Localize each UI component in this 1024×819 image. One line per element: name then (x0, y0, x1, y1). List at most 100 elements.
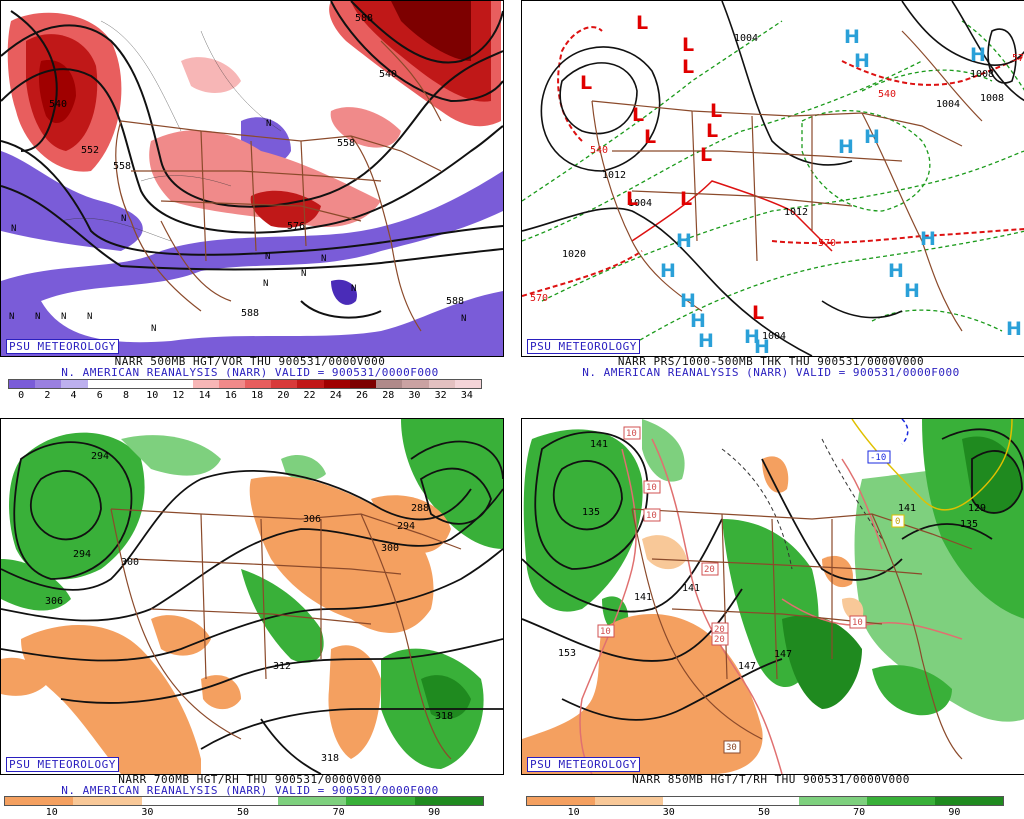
svg-text:N: N (265, 252, 270, 262)
svg-text:20: 20 (714, 625, 725, 635)
svg-text:129: 129 (968, 503, 986, 514)
svg-text:306: 306 (303, 514, 321, 525)
svg-text:1004: 1004 (936, 99, 960, 110)
colorbar-tick-label: 20 (277, 390, 290, 401)
colorbar-tick-label: 50 (757, 807, 771, 818)
svg-text:N: N (321, 254, 326, 264)
contour-label: 558 (337, 138, 355, 149)
colorbar-tick-label: 22 (303, 390, 316, 401)
colorbar-segment (731, 797, 799, 805)
svg-text:L: L (682, 34, 694, 56)
height-contours-700 (1, 440, 503, 774)
colorbar-tick-label: 2 (44, 390, 51, 401)
svg-text:1012: 1012 (784, 207, 808, 218)
caption-narr-valid: N. AMERICAN REANALYSIS (NARR) VALID = 90… (61, 784, 439, 797)
svg-text:N: N (9, 312, 14, 322)
colorbar-tick-label: 90 (948, 807, 961, 818)
svg-text:H: H (754, 336, 770, 356)
colorbar-tick-label: 8 (122, 390, 130, 401)
svg-text:300: 300 (121, 557, 139, 568)
svg-text:H: H (660, 260, 676, 282)
svg-text:L: L (700, 144, 712, 166)
svg-text:147: 147 (738, 661, 756, 672)
colorbar-tick-label: 70 (853, 807, 866, 818)
svg-text:N: N (301, 269, 306, 279)
svg-text:H: H (744, 326, 760, 348)
contour-label: 576 (287, 221, 305, 232)
colorbar-ticks-rh-700: 10 30 50 70 90 (4, 807, 482, 819)
svg-text:L: L (626, 188, 638, 210)
caption-prs-thk: NARR PRS/1000-500MB THK THU 900531/0000V… (617, 355, 925, 368)
svg-text:H: H (1006, 318, 1022, 340)
colorbar-tick-label: 10 (567, 807, 580, 818)
svg-text:H: H (844, 26, 860, 48)
svg-text:H: H (854, 50, 870, 72)
svg-text:570: 570 (530, 293, 548, 304)
colorbar-tick-label: 50 (236, 807, 250, 818)
svg-text:N: N (263, 279, 268, 289)
contour-labels-850: 141 135 141 141 147 147 153 141 135 129 (558, 439, 986, 672)
colorbar-segment (402, 380, 429, 388)
caption-700mb: NARR 700MB HGT/RH THU 900531/0000V000 (118, 773, 382, 786)
high-pressure-symbols: H H H H H H H H H H H H H H H H (660, 26, 1022, 356)
colorbar-tick-label: 0 (18, 390, 25, 401)
svg-text:540: 540 (590, 145, 608, 156)
colorbar-tick-label: 70 (332, 807, 345, 818)
svg-text:30: 30 (726, 743, 737, 753)
colorbar-segment (799, 797, 867, 805)
svg-text:318: 318 (321, 753, 339, 764)
colorbar-ticks-rh-850: 10 30 50 70 90 (526, 807, 1002, 819)
colorbar-segment (428, 380, 455, 388)
colorbar-tick-label: 16 (224, 390, 237, 401)
colorbar-tick-label: 18 (251, 390, 264, 401)
colorbar-segment (166, 380, 193, 388)
caption-narr-valid: N. AMERICAN REANALYSIS (NARR) VALID = 90… (582, 366, 960, 379)
colorbar-tick-label: 90 (428, 807, 441, 818)
map-500mb: 540 552 558 540 588 588 576 588 558 N N … (1, 1, 503, 356)
colorbar-segment (5, 797, 74, 805)
svg-text:N: N (461, 314, 466, 324)
svg-text:20: 20 (704, 565, 715, 575)
low-pressure-symbols: L L L L L L L L L L L L (580, 12, 764, 324)
colorbar-segment (244, 380, 272, 388)
svg-text:N: N (11, 224, 16, 234)
svg-text:10: 10 (852, 618, 863, 628)
temperature-boxes: 10 10 10 10 20 20 20 10 30 -10 0 (597, 426, 905, 754)
caption-narr-valid: N. AMERICAN REANALYSIS (NARR) VALID = 90… (61, 366, 439, 379)
svg-text:H: H (970, 44, 986, 66)
svg-text:L: L (636, 12, 648, 34)
colorbar-tick-label: 12 (172, 390, 185, 401)
svg-text:147: 147 (774, 649, 792, 660)
svg-text:H: H (864, 126, 880, 148)
colorbar-segment (663, 797, 731, 805)
contour-labels-500mb: 540 552 558 540 588 588 576 588 558 (49, 13, 464, 319)
svg-text:L: L (680, 188, 692, 210)
svg-text:L: L (752, 302, 764, 324)
svg-text:L: L (580, 72, 592, 94)
svg-text:300: 300 (381, 543, 399, 554)
svg-text:H: H (690, 310, 706, 332)
svg-text:H: H (904, 280, 920, 302)
svg-text:141: 141 (634, 592, 652, 603)
svg-text:L: L (682, 56, 694, 78)
psu-meteorology-badge: PSU METEOROLOGY (527, 757, 640, 772)
colorbar-segment (61, 380, 88, 388)
contour-label: 558 (113, 161, 131, 172)
colorbar-segment (218, 380, 245, 388)
rh-moist-west-850 (523, 429, 643, 612)
colorbar-tick-label: 10 (45, 807, 58, 818)
colorbar-segment (87, 380, 114, 388)
colorbar-vorticity (8, 379, 482, 389)
colorbar-tick-label: 6 (96, 390, 103, 401)
svg-text:N: N (61, 312, 66, 322)
svg-text:10: 10 (646, 483, 657, 493)
svg-text:294: 294 (397, 521, 415, 532)
panel-pressure-thickness: 1004 1012 1004 1020 1012 1004 1004 1008 … (521, 0, 1024, 357)
thickness-red (522, 26, 1024, 297)
colorbar-rh-850 (526, 796, 1004, 806)
svg-text:1008: 1008 (980, 93, 1004, 104)
colorbar-segment (141, 797, 210, 805)
svg-text:135: 135 (582, 507, 600, 518)
colorbar-segment (867, 797, 935, 805)
vorticity-neutral-area (41, 211, 503, 343)
